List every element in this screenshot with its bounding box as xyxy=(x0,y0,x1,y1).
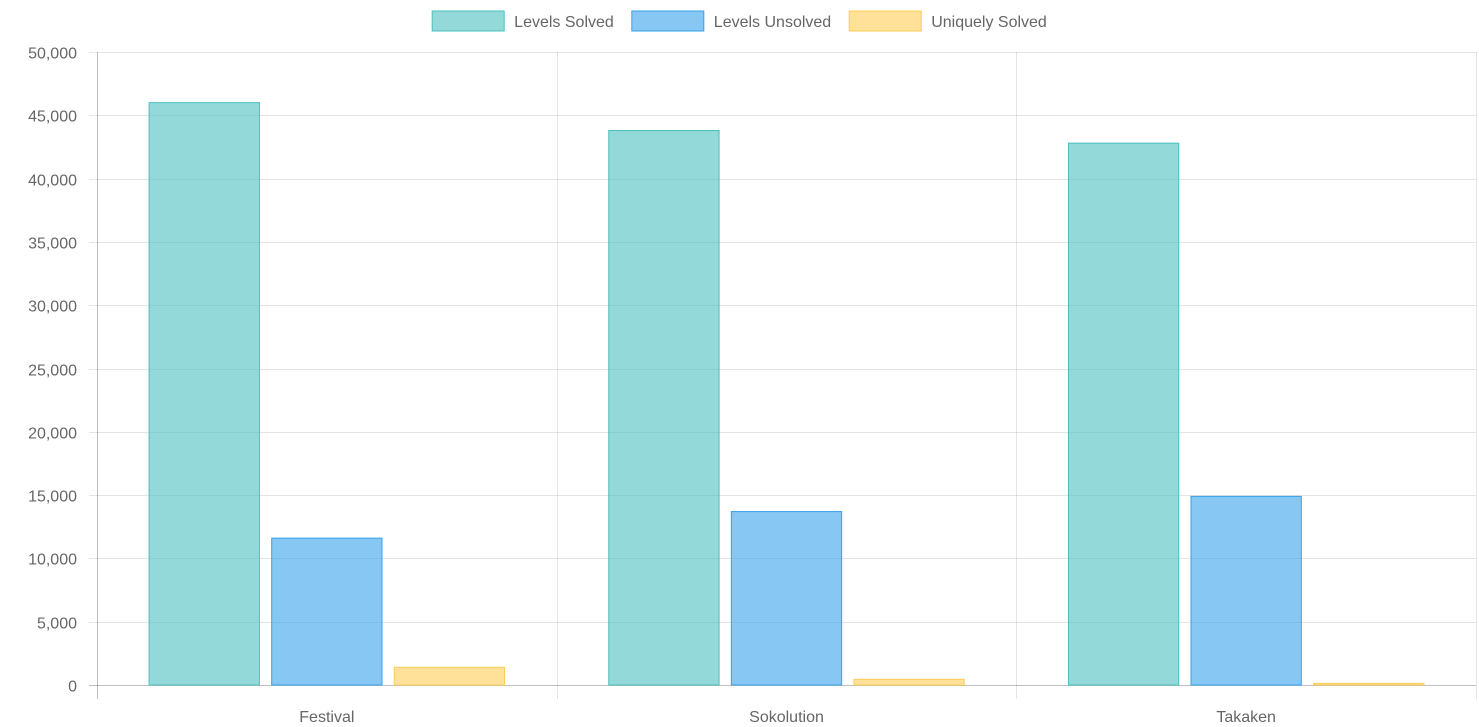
y-tick-label: 50,000 xyxy=(28,46,77,63)
bar-uniquely-solved[interactable] xyxy=(853,678,965,686)
bar-uniquely-solved[interactable] xyxy=(393,666,506,686)
x-tick-label: Takaken xyxy=(1216,709,1276,726)
legend-item-levels-unsolved[interactable]: Levels Unsolved xyxy=(631,10,831,32)
bar-levels-unsolved[interactable] xyxy=(730,511,843,686)
y-tick-label: 45,000 xyxy=(28,109,77,126)
y-tick-label: 5,000 xyxy=(37,616,77,633)
legend-swatch xyxy=(431,10,505,32)
bar-uniquely-solved[interactable] xyxy=(1313,682,1425,686)
y-tick-label: 10,000 xyxy=(28,552,77,569)
bars xyxy=(148,102,1425,686)
legend: Levels Solved Levels Unsolved Uniquely Sol… xyxy=(431,10,1047,32)
x-tick-label: Festival xyxy=(299,709,354,726)
y-tick-label: 30,000 xyxy=(28,299,77,316)
y-tick-label: 15,000 xyxy=(28,489,77,506)
x-tick-label: Sokolution xyxy=(749,709,824,726)
legend-label: Levels Solved xyxy=(514,14,614,31)
bar-levels-solved[interactable] xyxy=(608,129,720,686)
y-tick-label: 40,000 xyxy=(28,173,77,190)
axes: 0 5,000 10,000 15,000 20,000 25,000 30,000 35,0… xyxy=(28,46,1276,727)
bar-levels-solved[interactable] xyxy=(1067,142,1180,686)
legend-item-uniquely-solved[interactable]: Uniquely Solved xyxy=(848,10,1047,32)
bar-levels-unsolved[interactable] xyxy=(1190,495,1302,686)
y-tick-label: 25,000 xyxy=(28,363,77,380)
legend-swatch xyxy=(848,10,922,32)
legend-label: Uniquely Solved xyxy=(931,14,1047,31)
bar-levels-solved[interactable] xyxy=(148,102,260,686)
legend-swatch xyxy=(631,10,705,32)
y-tick-label: 0 xyxy=(68,679,77,696)
legend-item-levels-solved[interactable]: Levels Solved xyxy=(431,10,614,32)
legend-label: Levels Unsolved xyxy=(714,14,831,31)
bar-levels-unsolved[interactable] xyxy=(271,537,383,686)
y-tick-label: 35,000 xyxy=(28,236,77,253)
y-tick-label: 20,000 xyxy=(28,426,77,443)
